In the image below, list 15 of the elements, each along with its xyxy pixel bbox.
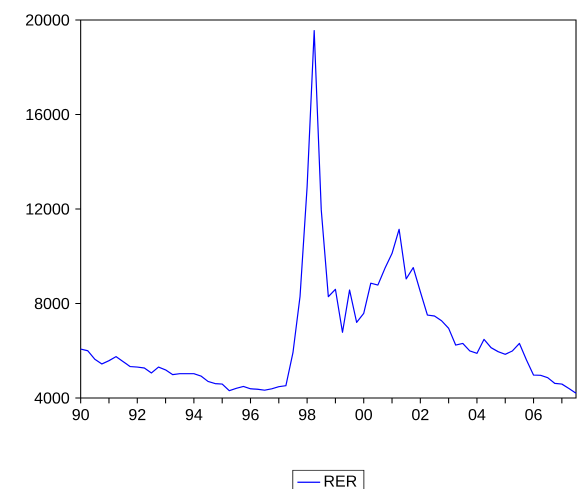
y-tick-label: 20000	[26, 14, 70, 26]
x-tick-label: 02	[412, 408, 428, 420]
x-tick-label: 04	[468, 408, 486, 420]
x-tick-label: 90	[72, 408, 89, 420]
y-tick-label: 12000	[26, 203, 70, 215]
y-tick-label: 8000	[34, 298, 70, 310]
y-tick-label: 16000	[26, 108, 70, 120]
x-tick-label: 96	[242, 408, 259, 420]
x-tick-label: 94	[186, 408, 202, 420]
x-tick-label: 92	[129, 408, 146, 420]
x-tick-label: 98	[298, 408, 316, 420]
x-tick-label: 00	[355, 408, 372, 420]
x-tick-label: 06	[525, 408, 542, 420]
legend-label: RER	[324, 476, 356, 487]
y-tick-label: 4000	[34, 392, 70, 404]
